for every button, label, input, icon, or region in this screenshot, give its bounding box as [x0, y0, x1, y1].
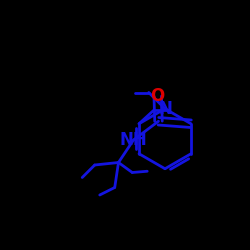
Text: O: O — [150, 87, 165, 105]
Text: N: N — [158, 100, 172, 118]
Text: NH: NH — [120, 131, 147, 149]
